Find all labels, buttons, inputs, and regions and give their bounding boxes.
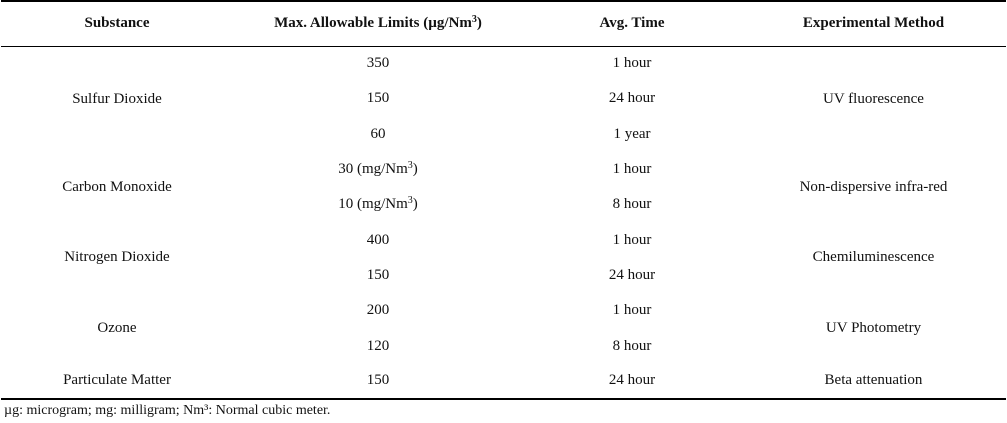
table-header: Substance Max. Allowable Limits (µg/Nm3)… [1,1,1006,46]
air-quality-standards-table: Substance Max. Allowable Limits (µg/Nm3)… [1,0,1006,400]
method-cell: Beta attenuation [824,372,923,389]
limit-value: 200 [366,302,390,319]
method-cell: UV fluorescence [823,90,924,107]
limit-cell: 150 [233,364,523,399]
method-cell: UV Photometry [825,319,922,336]
limit-cell: 150 [233,258,523,293]
header-substance: Substance [84,15,150,32]
header-max-limits: Max. Allowable Limits (µg/Nm3) [233,1,523,46]
limit-cell: 150 [233,81,523,116]
table-row: Nitrogen Dioxide 400 1 hour Chemiluminescen… [1,222,1006,266]
substance-cell: Sulfur Dioxide [72,90,162,107]
limit-unit-suffix: ) [412,196,418,213]
avg-time-cell: 24 hour [608,266,656,283]
header-max-limits-suffix: ) [476,15,482,32]
header-row: Substance Max. Allowable Limits (µg/Nm3)… [1,1,1006,46]
table-row: 10 (mg/Nm3) 8 hour [1,187,1006,222]
table-footnote: µg: microgram; mg: milligram; Nm³: Norma… [4,403,331,418]
avg-time-cell: 1 hour [612,161,652,178]
limit-cell: 400 [233,222,523,257]
limit-cell: 200 [233,293,523,328]
avg-time-cell: 24 hour [608,372,656,389]
limit-value: 60 [370,125,386,142]
substance-cell: Nitrogen Dioxide [64,249,170,266]
limit-unit-superscript: 3 [407,160,413,172]
table-row: Particulate Matter 150 24 hour Beta attenua… [1,364,1006,399]
limit-value: 150 [366,372,390,389]
limit-cell: 350 [233,46,523,81]
limit-cell: 30 (mg/Nm3) [233,152,523,187]
header-max-limits-text: Max. Allowable Limits (µg/Nm [274,15,472,32]
limit-value: 120 [366,337,390,354]
header-max-limits-sup: 3 [471,14,477,26]
avg-time-cell: 1 hour [612,302,652,319]
method-cell: Non-dispersive infra-red [799,178,948,195]
limit-unit-suffix: ) [412,161,418,178]
limit-value: 150 [366,266,390,283]
table-row: 60 1 year [1,117,1006,152]
substance-cell: Ozone [97,319,137,336]
standards-table-container: Substance Max. Allowable Limits (µg/Nm3)… [1,0,1006,400]
table-row: 150 24 hour [1,81,1006,116]
avg-time-cell: 24 hour [608,90,656,107]
limit-value: 400 [366,231,390,248]
limit-value: 10 (mg/Nm [338,196,408,213]
table-row: Sulfur Dioxide 350 1 hour UV fluorescence [1,46,1006,106]
substance-cell: Carbon Monoxide [62,178,172,195]
table-row: 120 8 hour [1,328,1006,363]
substance-cell: Particulate Matter [63,372,171,389]
header-avg-time: Avg. Time [599,15,665,32]
avg-time-cell: 1 hour [612,231,652,248]
avg-time-cell: 1 hour [612,55,652,72]
limit-value: 350 [366,55,390,72]
avg-time-cell: 1 year [613,125,651,142]
limit-unit-superscript: 3 [407,195,413,207]
table-row: Carbon Monoxide 30 (mg/Nm3) 1 hour Non-disp… [1,152,1006,195]
limit-cell: 10 (mg/Nm3) [233,187,523,222]
table-body: Sulfur Dioxide 350 1 hour UV fluorescence 15… [1,46,1006,399]
table-row: Ozone 200 1 hour UV Photometry [1,293,1006,336]
avg-time-cell: 8 hour [612,196,652,213]
limit-cell: 120 [233,328,523,363]
avg-time-cell: 8 hour [612,337,652,354]
limit-value: 150 [366,90,390,107]
limit-value: 30 (mg/Nm [338,161,408,178]
header-experimental-method: Experimental Method [802,15,945,32]
limit-cell: 60 [233,117,523,152]
method-cell: Chemiluminescence [812,249,935,266]
table-row: 150 24 hour [1,258,1006,293]
